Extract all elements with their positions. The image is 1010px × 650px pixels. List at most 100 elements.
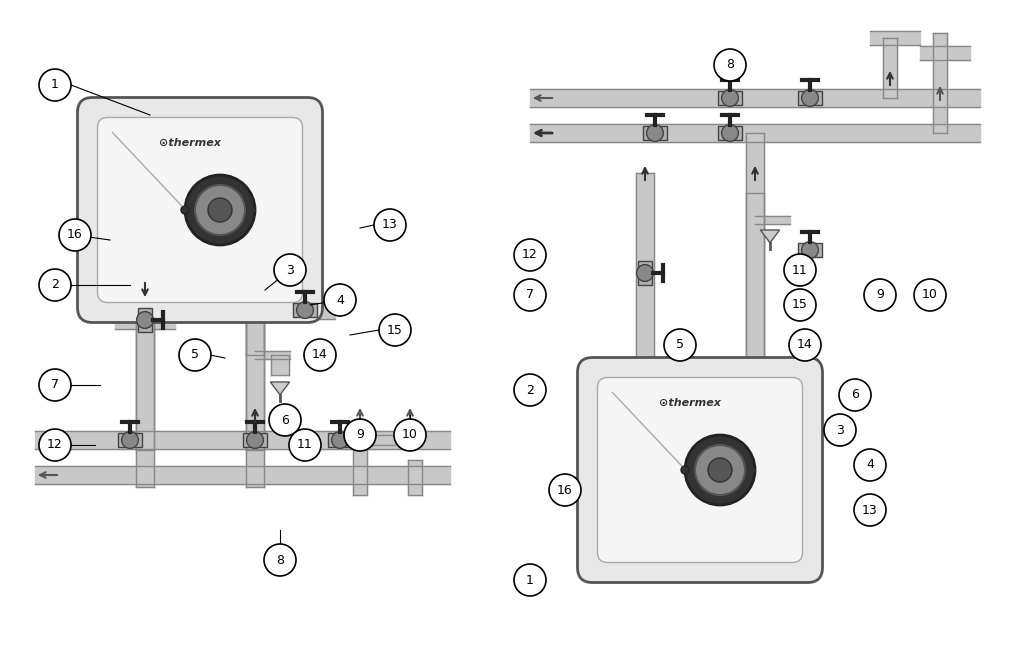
- Polygon shape: [271, 382, 290, 395]
- Text: 4: 4: [866, 458, 874, 471]
- Circle shape: [39, 269, 71, 301]
- Circle shape: [297, 302, 313, 318]
- FancyBboxPatch shape: [78, 98, 322, 322]
- Circle shape: [685, 435, 755, 505]
- Text: ⊙thermex: ⊙thermex: [159, 138, 221, 148]
- Text: 5: 5: [676, 339, 684, 352]
- Circle shape: [824, 414, 856, 446]
- Circle shape: [681, 466, 689, 474]
- Bar: [798, 243, 822, 257]
- Text: 1: 1: [526, 573, 534, 586]
- Circle shape: [721, 125, 738, 142]
- Text: 15: 15: [387, 324, 403, 337]
- Text: 2: 2: [526, 384, 534, 396]
- Circle shape: [864, 279, 896, 311]
- Bar: [637, 261, 652, 285]
- Text: 13: 13: [382, 218, 398, 231]
- Text: 11: 11: [297, 439, 313, 452]
- Circle shape: [914, 279, 946, 311]
- Circle shape: [514, 239, 546, 271]
- Circle shape: [854, 494, 886, 526]
- Circle shape: [708, 458, 732, 482]
- Circle shape: [514, 564, 546, 596]
- Circle shape: [549, 474, 581, 506]
- Text: 1: 1: [52, 79, 59, 92]
- Circle shape: [344, 419, 376, 451]
- FancyBboxPatch shape: [98, 118, 303, 302]
- Circle shape: [646, 125, 664, 142]
- Circle shape: [802, 90, 818, 107]
- Text: 9: 9: [876, 289, 884, 302]
- Circle shape: [721, 90, 738, 107]
- Circle shape: [664, 329, 696, 361]
- Circle shape: [264, 544, 296, 576]
- Circle shape: [839, 379, 871, 411]
- Text: 16: 16: [558, 484, 573, 497]
- Bar: [643, 126, 667, 140]
- Text: 7: 7: [526, 289, 534, 302]
- Circle shape: [39, 69, 71, 101]
- Circle shape: [789, 329, 821, 361]
- Circle shape: [331, 432, 348, 448]
- Text: 16: 16: [67, 229, 83, 242]
- Text: 10: 10: [402, 428, 418, 441]
- Circle shape: [274, 254, 306, 286]
- Polygon shape: [761, 230, 780, 243]
- Circle shape: [136, 311, 154, 328]
- Text: 6: 6: [281, 413, 289, 426]
- Text: 3: 3: [286, 263, 294, 276]
- Bar: [137, 308, 153, 332]
- Circle shape: [854, 449, 886, 481]
- Text: ⊙thermex: ⊙thermex: [660, 398, 721, 408]
- Circle shape: [179, 339, 211, 371]
- Circle shape: [514, 374, 546, 406]
- Circle shape: [246, 432, 264, 448]
- Circle shape: [208, 198, 232, 222]
- Bar: [328, 433, 352, 447]
- Text: 3: 3: [836, 424, 844, 437]
- Text: 15: 15: [792, 298, 808, 311]
- Text: 7: 7: [50, 378, 59, 391]
- Circle shape: [394, 419, 426, 451]
- FancyBboxPatch shape: [598, 378, 803, 562]
- Circle shape: [181, 206, 189, 214]
- FancyBboxPatch shape: [578, 358, 822, 582]
- Circle shape: [324, 284, 356, 316]
- Text: 6: 6: [851, 389, 858, 402]
- Bar: [243, 433, 267, 447]
- Text: 9: 9: [357, 428, 364, 441]
- Circle shape: [269, 404, 301, 436]
- Bar: [798, 91, 822, 105]
- Text: 12: 12: [47, 439, 63, 452]
- Text: 11: 11: [792, 263, 808, 276]
- Bar: [718, 126, 742, 140]
- Circle shape: [39, 369, 71, 401]
- Bar: [718, 91, 742, 105]
- Circle shape: [379, 314, 411, 346]
- Text: 5: 5: [191, 348, 199, 361]
- Circle shape: [289, 429, 321, 461]
- Circle shape: [195, 185, 245, 235]
- Text: 14: 14: [312, 348, 328, 361]
- Circle shape: [714, 49, 746, 81]
- Bar: [118, 433, 142, 447]
- Text: 8: 8: [276, 554, 284, 567]
- Circle shape: [121, 432, 138, 448]
- Circle shape: [185, 175, 255, 245]
- Text: 12: 12: [522, 248, 538, 261]
- Circle shape: [695, 445, 745, 495]
- Circle shape: [59, 219, 91, 251]
- Bar: [293, 303, 317, 317]
- Text: 2: 2: [52, 278, 59, 291]
- Circle shape: [304, 339, 336, 371]
- Circle shape: [802, 242, 818, 259]
- Circle shape: [374, 209, 406, 241]
- Text: 10: 10: [922, 289, 938, 302]
- Circle shape: [39, 429, 71, 461]
- Circle shape: [784, 254, 816, 286]
- Text: 14: 14: [797, 339, 813, 352]
- Text: 13: 13: [863, 504, 878, 517]
- Circle shape: [784, 289, 816, 321]
- Text: 4: 4: [336, 294, 344, 307]
- Circle shape: [514, 279, 546, 311]
